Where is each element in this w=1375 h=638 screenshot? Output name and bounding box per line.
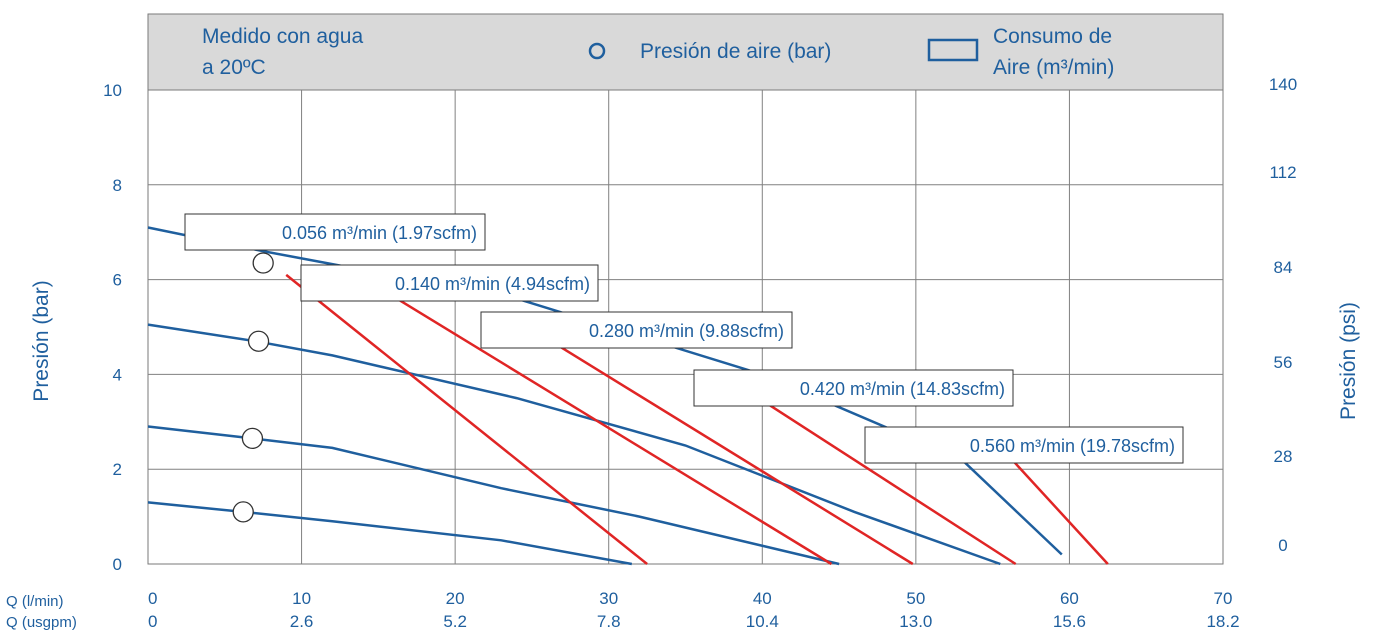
consumption-label: 0.280 m³/min (9.88scfm) xyxy=(589,321,784,341)
x-tick-label-lmin: 20 xyxy=(446,589,465,608)
x-ticks-lmin: 0 10 20 30 40 50 60 70 xyxy=(148,589,1232,608)
consumption-line xyxy=(546,337,914,566)
x-tick-label-lmin: 30 xyxy=(599,589,618,608)
y-tick-label-psi: 56 xyxy=(1274,353,1293,372)
consumption-line xyxy=(285,273,648,565)
consumption-label-box xyxy=(480,311,793,349)
y-tick-label-psi: 0 xyxy=(1278,536,1287,555)
y-ticks-bar: 0 2 4 6 8 10 xyxy=(103,81,122,574)
x-tick-label-usgpm: 18.2 xyxy=(1206,612,1239,631)
consumption-labels: 0.056 m³/min (1.97scfm) 0.140 m³/min (4.9… xyxy=(184,213,1184,464)
x-tick-label-usgpm: 2.6 xyxy=(290,612,314,631)
y-tick-label-psi: 140 xyxy=(1269,75,1297,94)
x-ticks-usgpm: 0 2.6 5.2 7.8 10.4 13.0 15.6 18.2 xyxy=(148,612,1240,631)
y-tick-label-bar: 10 xyxy=(103,81,122,100)
consumption-line xyxy=(396,297,833,566)
consumption-line xyxy=(761,399,1017,566)
consumption-label-box xyxy=(864,426,1184,464)
y-tick-label-bar: 0 xyxy=(113,555,122,574)
consumption-label: 0.140 m³/min (4.94scfm) xyxy=(395,274,590,294)
y-axis-title-right: Presión (psi) xyxy=(1337,302,1360,420)
air-pressure-marker xyxy=(232,501,254,523)
y-tick-label-psi: 28 xyxy=(1274,447,1293,466)
air-pressure-marker xyxy=(241,427,264,450)
header-note-line1: Medido con agua xyxy=(202,25,363,48)
legend-rect-line1: Consumo de xyxy=(993,25,1112,48)
x-tick-label-lmin: 40 xyxy=(753,589,772,608)
air-pressure-marker xyxy=(247,330,270,352)
x-axis-title-usgpm: Q (usgpm) xyxy=(6,614,77,631)
y-tick-label-bar: 8 xyxy=(113,176,122,195)
x-tick-label-usgpm: 10.4 xyxy=(746,612,779,631)
x-tick-label-usgpm: 0 xyxy=(148,612,157,631)
y-tick-label-bar: 2 xyxy=(113,460,122,479)
x-tick-label-lmin: 60 xyxy=(1060,589,1079,608)
x-tick-label-usgpm: 5.2 xyxy=(443,612,467,631)
x-tick-label-lmin: 0 xyxy=(148,589,157,608)
pressure-curve xyxy=(147,501,633,566)
consumption-label: 0.560 m³/min (19.78scfm) xyxy=(970,436,1175,456)
y-tick-label-psi: 84 xyxy=(1274,258,1293,277)
legend-rect-icon xyxy=(927,38,979,62)
x-tick-label-usgpm: 13.0 xyxy=(899,612,932,631)
consumption-label-box xyxy=(693,369,1014,407)
consumption-label: 0.056 m³/min (1.97scfm) xyxy=(282,223,477,243)
x-tick-label-lmin: 10 xyxy=(292,589,311,608)
consumption-label-box xyxy=(184,213,486,251)
x-tick-label-usgpm: 15.6 xyxy=(1053,612,1086,631)
y-tick-label-psi: 112 xyxy=(1269,163,1296,182)
consumption-lines xyxy=(285,273,1109,566)
y-ticks-psi: 0 28 56 84 112 140 xyxy=(1269,75,1297,555)
consumption-label-box xyxy=(300,264,599,302)
header-note-line2: a 20ºC xyxy=(202,56,266,79)
x-tick-label-lmin: 70 xyxy=(1214,589,1233,608)
y-tick-label-bar: 6 xyxy=(113,271,122,290)
y-axis-title-left: Presión (bar) xyxy=(30,280,53,401)
legend-circle-label: Presión de aire (bar) xyxy=(640,40,831,63)
consumption-label: 0.420 m³/min (14.83scfm) xyxy=(800,379,1005,399)
legend-rect-line2: Aire (m³/min) xyxy=(993,56,1114,79)
pressure-curve xyxy=(147,425,840,566)
legend-circle-icon xyxy=(588,42,606,60)
y-tick-label-bar: 4 xyxy=(113,365,122,384)
x-tick-label-usgpm: 7.8 xyxy=(597,612,621,631)
air-pressure-marker xyxy=(252,252,274,274)
consumption-line xyxy=(1002,449,1109,565)
x-tick-label-lmin: 50 xyxy=(906,589,925,608)
chart-header-band xyxy=(147,13,1224,91)
air-pressure-markers xyxy=(232,252,274,523)
x-axis-title-lmin: Q (l/min) xyxy=(6,593,64,610)
